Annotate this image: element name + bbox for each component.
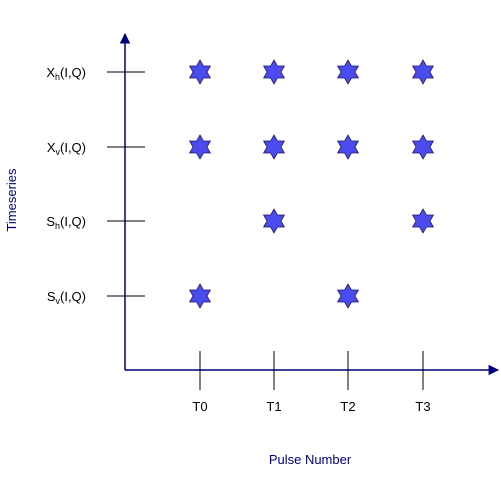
six-point-star-icon (411, 59, 435, 85)
series-label-suffix: (I,Q) (60, 140, 86, 155)
series-label: Xv(I,Q) (47, 140, 86, 157)
six-point-star-icon (188, 59, 212, 85)
pulse-label: T0 (192, 399, 207, 414)
six-point-star-icon (411, 208, 435, 234)
series-label-base: X (47, 140, 56, 155)
six-point-star-icon (336, 134, 360, 160)
six-point-star-icon (188, 283, 212, 309)
series-label: Xh(I,Q) (46, 65, 86, 82)
pulse-label: T2 (340, 399, 355, 414)
series-label-suffix: (I,Q) (60, 65, 86, 80)
series-rows: Xh(I,Q)Xv(I,Q)Sh(I,Q)Sv(I,Q) (46, 65, 145, 306)
six-point-star-icon (262, 208, 286, 234)
series-label-suffix: (I,Q) (60, 214, 86, 229)
pulse-label: T3 (415, 399, 430, 414)
series-label: Sv(I,Q) (47, 289, 86, 306)
x-axis-title: Pulse Number (269, 452, 352, 467)
series-label-base: S (47, 289, 56, 304)
series-label-subscript: h (55, 72, 60, 82)
six-point-star-icon (188, 134, 212, 160)
sample-markers (188, 59, 435, 309)
series-label-subscript: h (55, 221, 60, 231)
pulse-label: T1 (266, 399, 281, 414)
series-label-subscript: v (56, 147, 61, 157)
series-label: Sh(I,Q) (46, 214, 86, 231)
six-point-star-icon (262, 134, 286, 160)
six-point-star-icon (336, 283, 360, 309)
series-label-base: X (46, 65, 55, 80)
six-point-star-icon (262, 59, 286, 85)
six-point-star-icon (336, 59, 360, 85)
series-label-base: S (46, 214, 55, 229)
six-point-star-icon (411, 134, 435, 160)
pulse-columns: T0 T1 T2 T3 (192, 351, 431, 414)
series-label-suffix: (I,Q) (60, 289, 86, 304)
series-label-subscript: v (56, 296, 61, 306)
y-axis-title: Timeseries (4, 168, 19, 232)
